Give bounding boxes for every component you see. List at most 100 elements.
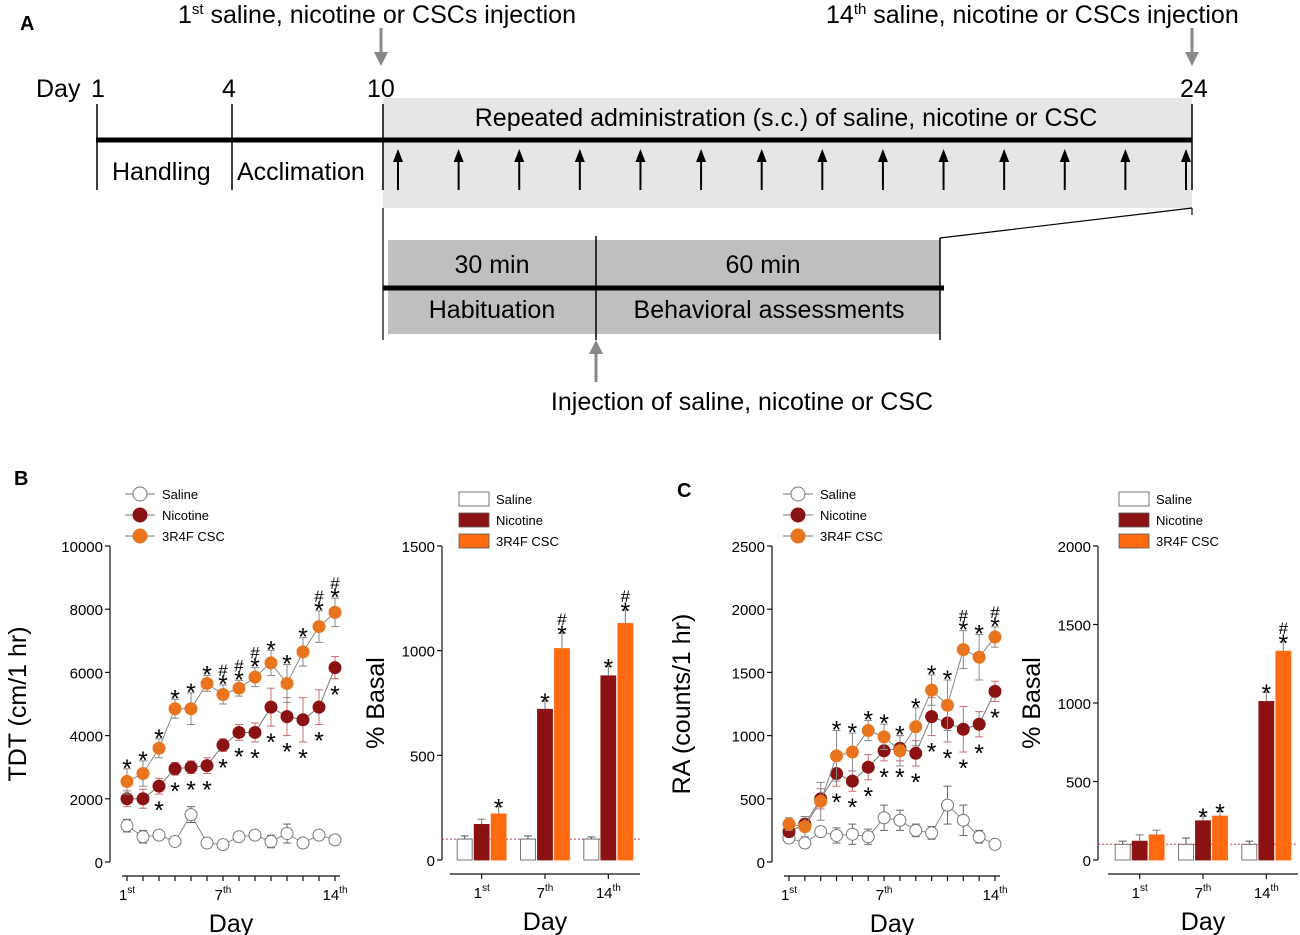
- last-injection-caption: 14th saline, nicotine or CSCs injection: [826, 1, 1239, 29]
- significance-star: *: [958, 755, 968, 783]
- bar: [1131, 840, 1148, 861]
- x-axis-label: Day: [523, 908, 568, 935]
- data-point: [845, 745, 859, 759]
- legend-marker: [132, 507, 148, 523]
- y-tick-label: 0: [427, 853, 435, 870]
- significance-star: *: [927, 739, 937, 767]
- injection-arrow: [696, 149, 707, 190]
- legend-marker: [790, 507, 806, 523]
- chart-b-line: 0 2000 4000 6000 8000 10000 TDT (cm/1 hr) 1st 7t…: [4, 486, 348, 935]
- significance-star: *: [895, 764, 905, 792]
- x-tick-label: 7th: [1195, 883, 1212, 902]
- panel-letter-b: B: [14, 468, 28, 490]
- y-tick-label: 500: [740, 792, 765, 809]
- significance-star: *: [218, 754, 228, 782]
- x-tick-label: 14th: [322, 885, 347, 904]
- injection-arrow: [938, 149, 949, 190]
- data-point: [830, 828, 844, 842]
- data-point: [296, 645, 310, 659]
- y-tick-label: 1500: [1058, 618, 1091, 635]
- data-point: [200, 759, 214, 773]
- series-line: [788, 636, 996, 828]
- y-axis-label: % Basal: [362, 657, 390, 749]
- y-tick-label: 4000: [70, 729, 103, 746]
- significance-star: *: [186, 777, 196, 805]
- bar: [554, 648, 570, 861]
- data-point: [168, 834, 182, 848]
- day-10-label: 10: [367, 75, 395, 103]
- legend-swatch: [458, 491, 490, 507]
- significance-star: *: [250, 654, 260, 682]
- significance-hash: #: [314, 587, 324, 606]
- panel-letter-c: C: [677, 480, 691, 502]
- data-point: [200, 836, 214, 850]
- significance-star: *: [927, 661, 937, 689]
- legend-swatch: [458, 533, 490, 549]
- data-point: [798, 836, 812, 850]
- series-saline: [120, 806, 342, 852]
- bar: [600, 675, 617, 861]
- day-4-label: 4: [222, 75, 236, 103]
- data-point: [830, 749, 844, 763]
- significance-star: *: [911, 769, 921, 797]
- data-point: [248, 725, 262, 739]
- data-point: [200, 676, 214, 690]
- series-nicotine: [782, 680, 1002, 839]
- significance-star: *: [974, 620, 984, 648]
- injection-arrow-head: [635, 149, 646, 162]
- significance-star: *: [122, 755, 132, 783]
- data-point: [798, 820, 812, 834]
- legend-swatch: [1118, 533, 1150, 549]
- bar: [520, 838, 536, 861]
- significance-star: *: [879, 710, 889, 738]
- legend-marker: [790, 486, 806, 502]
- data-point: [232, 681, 246, 695]
- injection-arrow-head: [1120, 149, 1131, 162]
- bar: [1275, 650, 1292, 861]
- data-point: [814, 794, 828, 808]
- significance-star: *: [1261, 680, 1271, 708]
- y-axis-label: TDT (cm/1 hr): [4, 626, 32, 781]
- data-point: [909, 823, 923, 837]
- data-point: [312, 620, 326, 634]
- x-tick-label: 14th: [596, 883, 621, 902]
- bar: [1178, 843, 1194, 861]
- data-point: [136, 767, 150, 781]
- injection-arrow: [453, 149, 464, 190]
- significance-star: *: [895, 722, 905, 750]
- data-point: [312, 700, 326, 714]
- significance-star: *: [990, 613, 1000, 641]
- y-tick-label: 0: [1083, 853, 1091, 870]
- significance-star: *: [138, 747, 148, 775]
- injection-arrow: [574, 149, 585, 190]
- data-point: [152, 828, 166, 842]
- significance-star: *: [218, 671, 228, 699]
- significance-star: *: [170, 778, 180, 806]
- significance-star: *: [314, 597, 324, 625]
- x-axis-label: Day: [209, 910, 254, 935]
- assessment-time: 60 min: [725, 251, 800, 279]
- legend-label: Saline: [820, 487, 856, 502]
- data-point: [972, 830, 986, 844]
- y-tick-label: 1000: [732, 729, 765, 746]
- data-point: [988, 630, 1002, 644]
- x-tick-label: 14th: [1254, 883, 1279, 902]
- data-point: [956, 813, 970, 827]
- data-point: [845, 774, 859, 788]
- data-point: [136, 792, 150, 806]
- day-1-label: 1: [91, 75, 105, 103]
- significance-star: *: [943, 745, 953, 773]
- legend-label: 3R4F CSC: [162, 529, 225, 544]
- bar: [456, 838, 473, 861]
- session-injection-label: Injection of saline, nicotine or CSC: [551, 388, 933, 416]
- data-point: [120, 774, 134, 788]
- y-tick-label: 2000: [1058, 539, 1091, 556]
- significance-hash: #: [330, 574, 340, 593]
- y-tick-label: 10000: [61, 539, 103, 556]
- data-point: [972, 717, 986, 731]
- significance-star: *: [603, 654, 613, 682]
- data-point: [280, 710, 294, 724]
- injection-arrow-head: [696, 149, 707, 162]
